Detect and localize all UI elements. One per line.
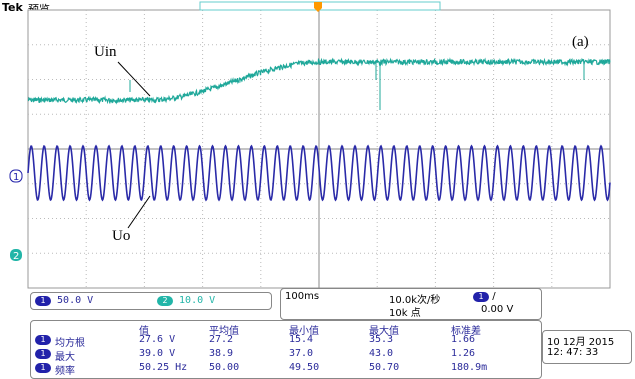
- cell: 1.26: [451, 348, 475, 359]
- cell: 1.66: [451, 334, 475, 345]
- page: Tek 预览 Uin Uo (a) 1 2 1 50.0 V 2 10.0 V …: [0, 0, 635, 379]
- row-label: 最大: [55, 348, 75, 363]
- datetime-box: 10 12月 2015 12: 47: 33: [542, 330, 632, 364]
- ch1-badge: 1: [35, 296, 51, 306]
- cell: 50.25 Hz: [139, 362, 187, 373]
- cell: 39.0 V: [139, 348, 175, 359]
- ch2-scale: 10.0 V: [179, 295, 215, 306]
- uin-label: Uin: [94, 44, 117, 60]
- cell: 43.0: [369, 348, 393, 359]
- time-scale: 100ms: [285, 291, 319, 302]
- cell: 27.2: [209, 334, 233, 345]
- ch2-badge: 2: [157, 296, 173, 306]
- cell: 50.00: [209, 362, 239, 373]
- trigger-level: 0.00 V: [481, 304, 513, 315]
- record-points: 10k 点: [389, 304, 421, 319]
- timebase-box: 100ms 10.0k次/秒 10k 点 1 / 0.00 V: [280, 288, 542, 320]
- panel-label: (a): [572, 34, 589, 50]
- trigger-channel: 1: [473, 292, 489, 302]
- cell: 35.3: [369, 334, 393, 345]
- ch1-marker-text: 1: [13, 172, 19, 183]
- uo-label: Uo: [112, 228, 130, 244]
- cell: 37.0: [289, 348, 313, 359]
- ch1-scale: 50.0 V: [57, 295, 93, 306]
- cell: 15.4: [289, 334, 313, 345]
- trigger-slope: /: [492, 291, 495, 302]
- date: 10 12月 2015: [547, 333, 614, 348]
- cell: 38.9: [209, 348, 233, 359]
- cell: 180.9m: [451, 362, 487, 373]
- row-channel: 1: [35, 335, 51, 345]
- cell: 27.6 V: [139, 334, 175, 345]
- scope-screen: Uin Uo (a) 1 2: [0, 0, 635, 292]
- row-channel: 1: [35, 363, 51, 373]
- cell: 50.70: [369, 362, 399, 373]
- time: 12: 47: 33: [547, 347, 598, 358]
- cell: 49.50: [289, 362, 319, 373]
- channel-box: 1 50.0 V 2 10.0 V: [30, 292, 272, 310]
- row-label: 均方根: [55, 334, 85, 349]
- ch2-marker-text: 2: [13, 251, 19, 262]
- row-channel: 1: [35, 349, 51, 359]
- row-label: 频率: [55, 362, 75, 377]
